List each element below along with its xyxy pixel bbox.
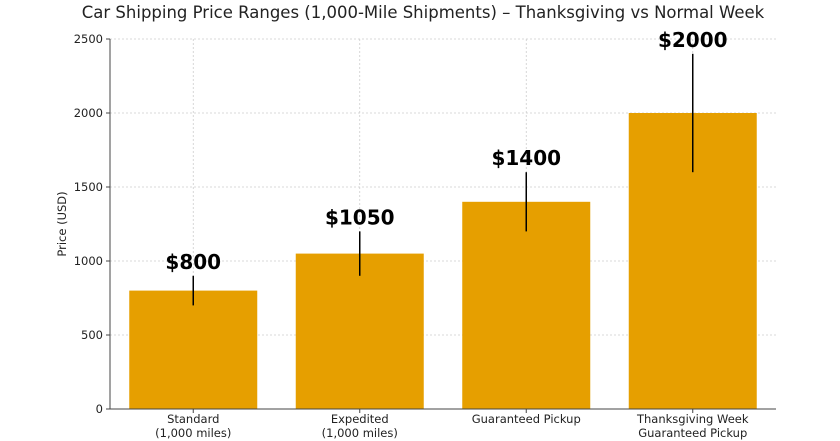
y-tick-label: 1000 xyxy=(74,254,103,268)
y-tick-label: 2500 xyxy=(74,32,103,46)
bar xyxy=(129,290,258,409)
x-tick-label: Thanksgiving Week xyxy=(636,412,749,426)
bar xyxy=(462,201,591,409)
y-tick-label: 0 xyxy=(96,402,103,416)
x-tick-label: Guaranteed Pickup xyxy=(638,426,747,440)
x-tick-label: Guaranteed Pickup xyxy=(472,412,581,426)
x-tick-label: Expedited xyxy=(331,412,389,426)
data-label: $1050 xyxy=(325,205,395,229)
data-label: $2000 xyxy=(658,28,728,52)
x-tick-label: Standard xyxy=(167,412,219,426)
x-tick-label: (1,000 miles) xyxy=(322,426,398,440)
data-label: $800 xyxy=(165,250,221,274)
chart-title: Car Shipping Price Ranges (1,000-Mile Sh… xyxy=(82,3,765,22)
y-tick-label: 500 xyxy=(81,328,103,342)
y-tick-label: 2000 xyxy=(74,106,103,120)
data-label: $1400 xyxy=(491,146,561,170)
y-tick-label: 1500 xyxy=(74,180,103,194)
bar xyxy=(295,253,424,409)
x-tick-label: (1,000 miles) xyxy=(155,426,231,440)
y-axis-label: Price (USD) xyxy=(55,191,69,256)
